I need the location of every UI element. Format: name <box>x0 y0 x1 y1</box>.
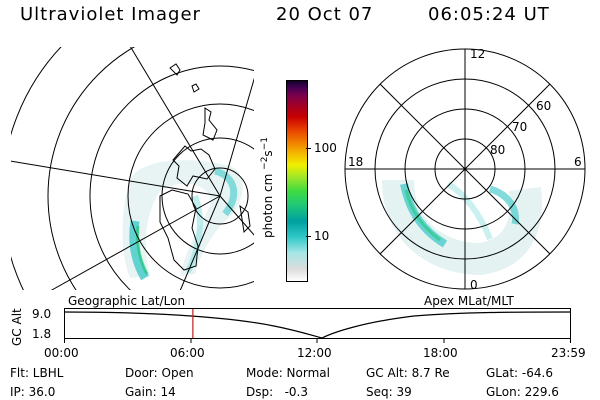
glon-value: GLon: 229.6 <box>486 385 559 399</box>
mlt-label-0: 0 <box>470 278 478 292</box>
mlt-label-18: 18 <box>348 155 363 169</box>
mlt-label-12: 12 <box>470 47 485 61</box>
timeline-xtick-label-0000: 00:00 <box>44 346 79 360</box>
seq-value: Seq: 39 <box>366 385 412 399</box>
altitude-curve <box>64 311 572 339</box>
colorbar-tick-label-10: 10 <box>314 229 330 243</box>
time-label: 06:05:24 UT <box>428 4 550 25</box>
latitude-circles <box>10 46 255 291</box>
glat-value: GLat: -64.6 <box>486 366 553 380</box>
timeline-xtick-label-2359: 23:59 <box>551 346 586 360</box>
right-panel-label: Apex MLat/MLT <box>424 294 514 308</box>
timeline-axis-label: GC Alt <box>10 308 24 346</box>
colorbar <box>286 80 308 282</box>
colorbar-tick-label-100: 100 <box>314 141 337 155</box>
timeline-ytick-9: 9.0 <box>32 307 52 321</box>
mlt-line-diag2 <box>379 83 551 255</box>
mlt-label-6: 6 <box>574 155 582 169</box>
timeline-xtick-label-0600: 06:00 <box>170 346 205 360</box>
coastlines <box>159 63 251 271</box>
magnetic-polar-plot: 12 18 6 0 60 70 80 <box>344 47 586 292</box>
timeline-xtick-label-1800: 18:00 <box>423 346 458 360</box>
timeline-xtick-label-1200: 12:00 <box>297 346 332 360</box>
filter-value: Flt: LBHL <box>10 366 64 380</box>
colorbar-tick-10 <box>306 236 311 237</box>
geographic-map <box>10 46 255 291</box>
mlat-label-80: 80 <box>490 143 505 157</box>
dsp-value: Dsp: -0.3 <box>246 385 309 399</box>
timeline-ytick-1-8: 1.8 <box>32 327 52 341</box>
mlat-label-60: 60 <box>536 99 551 113</box>
ip-value: IP: 36.0 <box>10 385 56 399</box>
meridians <box>10 46 255 291</box>
mode-value: Mode: Normal <box>246 366 330 380</box>
date-label: 20 Oct 07 <box>276 4 374 25</box>
altitude-timeline <box>64 308 572 343</box>
door-value: Door: Open <box>125 366 194 380</box>
gain-value: Gain: 14 <box>125 385 176 399</box>
instrument-title: Ultraviolet Imager <box>20 4 201 25</box>
gc-alt-value: GC Alt: 8.7 Re <box>366 366 450 380</box>
colorbar-unit-label: photon cm −2s−1 <box>260 137 275 238</box>
aurora-oval-mag <box>382 179 542 276</box>
colorbar-tick-100 <box>306 148 311 149</box>
mlat-label-70: 70 <box>512 120 527 134</box>
aurora-oval-geo <box>122 160 243 281</box>
left-panel-label: Geographic Lat/Lon <box>68 294 186 308</box>
